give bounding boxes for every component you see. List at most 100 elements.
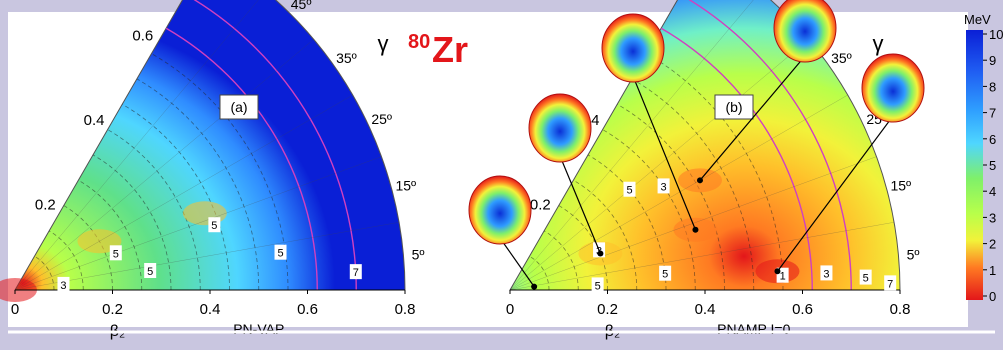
x-tick-label: 0.2 bbox=[597, 301, 618, 318]
contour-line bbox=[48, 230, 84, 291]
shape-connector-dot bbox=[696, 177, 703, 184]
shape-connector-dot bbox=[531, 283, 538, 290]
contour-value-label: 5 bbox=[626, 185, 632, 197]
nucleus-shape-inset bbox=[773, 0, 837, 63]
contour-value-box bbox=[623, 181, 636, 197]
nucleus-shape-inset bbox=[468, 175, 532, 245]
gamma-grid-line bbox=[509, 222, 895, 291]
contour-line-solid bbox=[660, 27, 813, 291]
shape-connector-dot bbox=[597, 250, 604, 257]
contour-value-label: 5 bbox=[863, 273, 869, 285]
contour-line bbox=[122, 103, 230, 291]
nucleus-title: 80 Zr bbox=[408, 29, 468, 70]
colorbar-tick-label: 8 bbox=[989, 79, 996, 94]
gamma-grid-line bbox=[14, 222, 400, 291]
nucleus-shape-inset bbox=[601, 13, 665, 83]
energy-surface-sector bbox=[509, 0, 901, 291]
x-tick-label: 0.4 bbox=[200, 301, 221, 318]
contour-value-box bbox=[591, 277, 604, 293]
shape-connector bbox=[699, 55, 806, 181]
contour-value-box bbox=[208, 217, 221, 233]
panel-label: (a) bbox=[230, 99, 247, 115]
gamma-grid-line bbox=[14, 0, 183, 291]
gamma-grid-line bbox=[14, 39, 314, 291]
shape-connector-dot bbox=[692, 226, 699, 233]
contour-value-label: 5 bbox=[662, 269, 668, 281]
beta-tick-label: 0.6 bbox=[132, 28, 153, 45]
gamma-tick-label: 15º bbox=[890, 177, 911, 193]
x-tick-label: 0.8 bbox=[890, 301, 911, 318]
contour-line bbox=[529, 255, 550, 291]
panel-b: 00.20.40.60.80.20.40.60.85º15º25º35º45º5… bbox=[468, 0, 925, 340]
colorbar-tick-label: 3 bbox=[989, 210, 996, 225]
x-tick-label: 0.8 bbox=[395, 301, 416, 318]
contour-value-label: 7 bbox=[353, 267, 359, 279]
beta-tick-label: 0.2 bbox=[35, 197, 56, 214]
gamma-tick-label: 25º bbox=[371, 111, 392, 127]
contour-value-label: 3 bbox=[661, 181, 667, 193]
beta-tick-label: 0.2 bbox=[530, 197, 551, 214]
gamma-tick-label: 5º bbox=[412, 247, 425, 263]
contour-line bbox=[107, 129, 201, 291]
panel-a: 00.20.40.60.80.20.40.60.85º15º25º35º45º5… bbox=[0, 0, 425, 340]
colorbar-tick-label: 9 bbox=[989, 53, 996, 68]
x-tick-label: 0.2 bbox=[102, 301, 123, 318]
contour-line bbox=[78, 179, 143, 291]
contour-value-label: 5 bbox=[211, 220, 217, 232]
nucleus-shape-inset bbox=[528, 93, 592, 163]
contour-value-box bbox=[144, 263, 157, 279]
gamma-grid-line bbox=[14, 94, 353, 291]
contour-line bbox=[631, 78, 755, 291]
contour-value-label: 5 bbox=[147, 266, 153, 278]
gamma-tick-label: 15º bbox=[395, 177, 416, 193]
colorbar-tick-label: 7 bbox=[989, 106, 996, 121]
gamma-tick-label: 5º bbox=[907, 247, 920, 263]
gamma-axis-label: γ bbox=[377, 31, 388, 56]
contour-value-box bbox=[109, 245, 122, 261]
colorbar-tick-label: 5 bbox=[989, 158, 996, 173]
contour-line bbox=[34, 255, 55, 291]
x-tick-label: 0 bbox=[11, 301, 19, 318]
x-tick-label: 0.6 bbox=[792, 301, 813, 318]
gamma-grid-line bbox=[14, 0, 259, 291]
title-symbol: Zr bbox=[432, 29, 468, 70]
contour-value-label: 5 bbox=[277, 248, 283, 260]
contour-value-box bbox=[274, 244, 287, 260]
contour-value-label: 7 bbox=[887, 278, 893, 290]
contour-line bbox=[543, 230, 579, 291]
contour-value-box bbox=[820, 265, 833, 281]
contour-line-solid bbox=[165, 27, 318, 291]
contour-line bbox=[92, 154, 172, 291]
nucleus-shape-inset bbox=[861, 53, 925, 123]
shape-connector bbox=[632, 75, 697, 230]
shape-connector-dot bbox=[774, 268, 781, 275]
contour-line bbox=[558, 205, 608, 291]
colorbar-tick-label: 2 bbox=[989, 237, 996, 252]
shape-connector bbox=[499, 237, 535, 287]
contour-value-label: 5 bbox=[113, 248, 119, 260]
colorbar-gradient bbox=[966, 30, 983, 300]
colorbar-tick-label: 6 bbox=[989, 132, 996, 147]
contour-value-box bbox=[659, 265, 672, 281]
contour-value-box bbox=[57, 276, 70, 292]
colorbar-tick-label: 0 bbox=[989, 289, 996, 304]
contour-value-box bbox=[349, 264, 362, 280]
gamma-grid-line bbox=[509, 0, 678, 291]
contour-line-solid bbox=[193, 0, 357, 291]
gamma-tick-label: 45º bbox=[291, 0, 312, 12]
contour-value-label: 3 bbox=[60, 280, 66, 292]
contour-value-box bbox=[859, 269, 872, 285]
colorbar-tick-label: 10 bbox=[989, 27, 1003, 42]
contour-value-box bbox=[657, 178, 670, 194]
colorbar-tick-label: 4 bbox=[989, 184, 996, 199]
x-tick-label: 0.4 bbox=[695, 301, 716, 318]
method-label: PN-VAP bbox=[233, 321, 284, 337]
contour-line bbox=[573, 179, 638, 291]
contour-value-label: 5 bbox=[595, 280, 601, 292]
panel-label: (b) bbox=[725, 99, 742, 115]
contour-line bbox=[646, 53, 784, 291]
gamma-grid-line bbox=[509, 94, 848, 291]
